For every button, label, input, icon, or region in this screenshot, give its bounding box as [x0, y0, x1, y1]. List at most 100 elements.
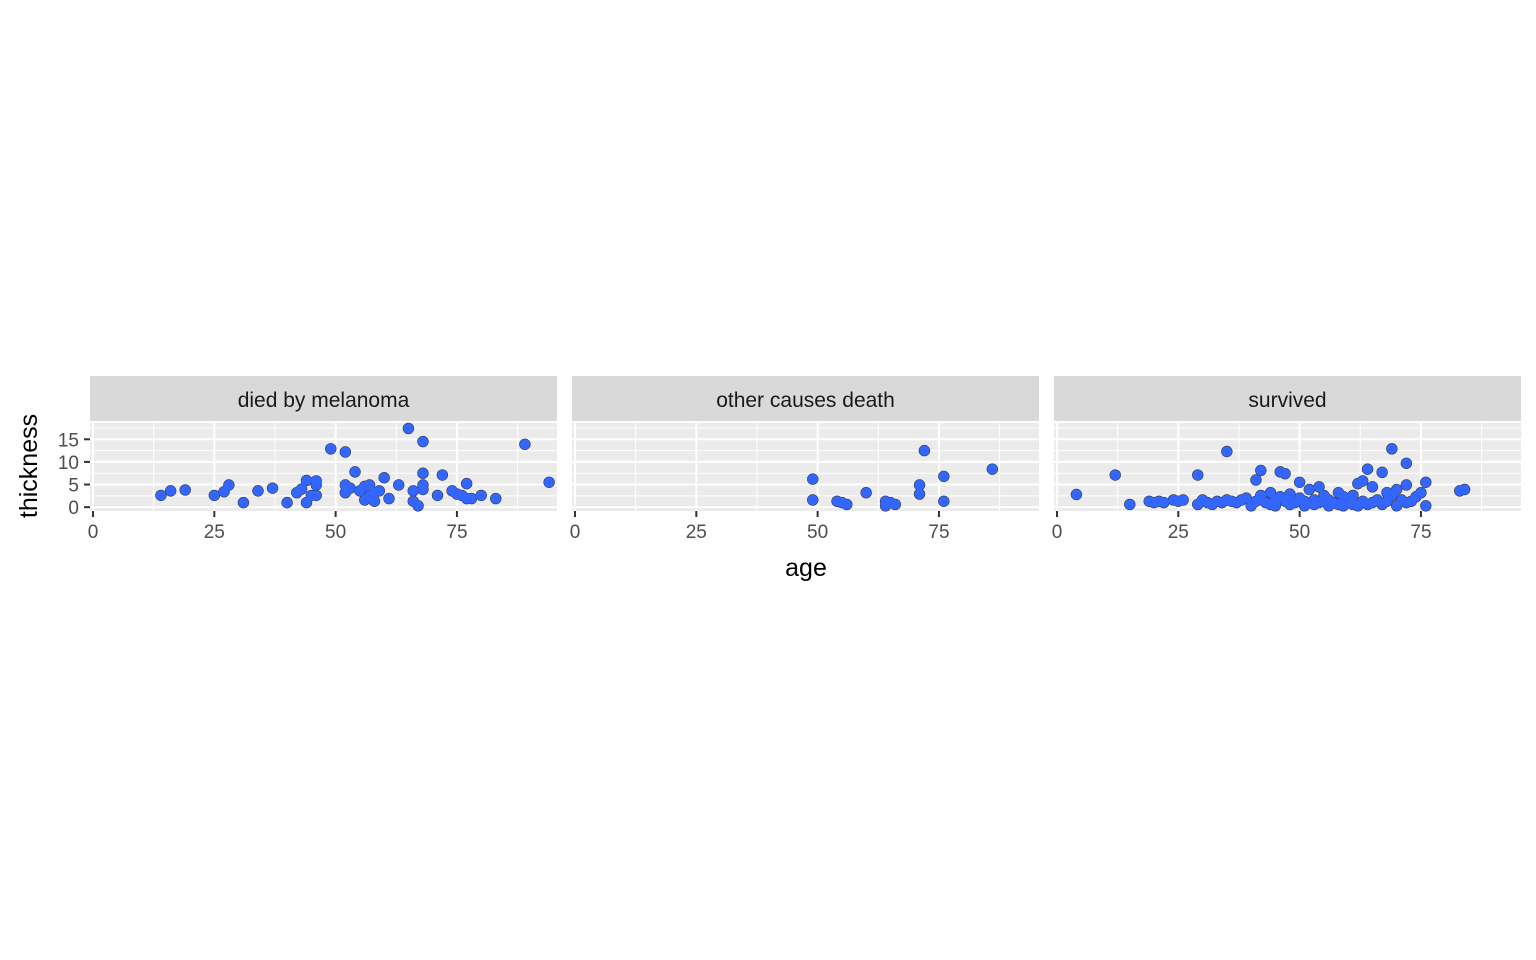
smooth-point: [919, 445, 930, 456]
smooth-point: [281, 497, 293, 508]
x-tick-label: 50: [325, 522, 346, 543]
smooth-point: [987, 463, 998, 475]
facet-strip: [1054, 376, 1521, 421]
smooth-point: [1071, 489, 1082, 500]
smooth-point: [417, 436, 429, 447]
smooth-point: [408, 485, 419, 497]
facet-strip-label: survived: [1248, 389, 1326, 412]
smooth-point: [1270, 500, 1281, 511]
smooth-point: [1284, 488, 1296, 500]
smooth-point: [1192, 469, 1203, 481]
smooth-point: [296, 483, 307, 495]
smooth-point: [393, 479, 404, 491]
smooth-point: [1110, 469, 1121, 481]
smooth-point: [1420, 477, 1432, 488]
smooth-point: [1376, 467, 1388, 478]
smooth-point: [860, 487, 872, 498]
x-tick-label: 0: [1052, 522, 1063, 543]
smooth-point: [311, 490, 322, 501]
smooth-point: [1241, 492, 1252, 504]
smooth-point: [1401, 458, 1412, 469]
smooth-point: [841, 499, 852, 510]
x-tick-label: 25: [1168, 522, 1189, 543]
smooth-point: [432, 490, 443, 501]
smooth-point: [1221, 446, 1233, 457]
smooth-point: [890, 499, 901, 510]
smooth-point: [461, 478, 472, 489]
x-axis-title: age: [785, 554, 827, 582]
panel-background: [572, 423, 1039, 511]
smooth-point: [938, 496, 949, 507]
smooth-point: [238, 497, 249, 508]
smooth-point: [1124, 499, 1135, 510]
x-tick-label: 75: [928, 522, 949, 543]
smooth-point: [466, 493, 477, 504]
smooth-point: [1415, 487, 1427, 498]
x-tick-label: 50: [1289, 522, 1310, 543]
smooth-point: [807, 473, 818, 485]
smooth-point: [914, 488, 925, 500]
facet-panel: other causes death 0 25 50 75: [570, 376, 1062, 543]
smooth-point: [1250, 474, 1262, 486]
smooth-point: [1357, 475, 1368, 487]
facet-panel: survived 0 25 50 75: [1052, 376, 1521, 543]
smooth-point: [1420, 500, 1432, 511]
smooth-point: [519, 439, 531, 450]
smooth-point: [369, 496, 380, 507]
facet-strip: [572, 376, 1039, 421]
y-axis-title: thickness: [15, 414, 43, 518]
smooth-point: [417, 468, 429, 479]
smooth-point: [1313, 481, 1325, 492]
smooth-point: [1299, 496, 1310, 507]
smooth-point: [311, 479, 322, 491]
smooth-point: [1459, 484, 1470, 495]
smooth-point: [180, 484, 191, 496]
smooth-point: [378, 472, 390, 483]
smooth-point: [344, 482, 356, 494]
smooth-point: [938, 471, 949, 482]
smooth-point: [209, 490, 220, 501]
smooth-point: [1362, 463, 1373, 475]
smooth-point: [1391, 484, 1402, 495]
smooth-point: [1279, 468, 1291, 479]
smooth-point: [1347, 490, 1359, 501]
smooth-point: [437, 469, 448, 481]
facet-strip-label: other causes death: [716, 389, 895, 412]
smooth-point: [403, 423, 414, 434]
y-tick-label: 10: [58, 453, 79, 474]
smooth-point: [223, 479, 235, 491]
facet-strip-label: died by melanoma: [238, 389, 410, 412]
smooth-point: [476, 490, 487, 501]
y-tick-label: 5: [68, 476, 79, 497]
smooth-point: [383, 493, 395, 504]
smooth-point: [1367, 481, 1378, 492]
x-tick-label: 50: [807, 522, 828, 543]
smooth-point: [155, 490, 167, 501]
x-tick-label: 0: [88, 522, 99, 543]
smooth-point: [1177, 494, 1189, 506]
smooth-point: [490, 493, 501, 504]
smooth-point: [325, 443, 336, 454]
smooth-point: [340, 446, 351, 458]
smooth-point: [807, 494, 818, 506]
y-tick-label: 0: [68, 498, 79, 519]
smooth-point: [252, 485, 264, 497]
smooth-point: [412, 500, 424, 511]
smooth-point: [1158, 497, 1169, 508]
smooth-point: [374, 485, 385, 497]
smooth-point: [267, 482, 278, 494]
x-tick-label: 75: [446, 522, 467, 543]
y-tick-label: 15: [58, 430, 79, 451]
smooth-point: [1294, 477, 1305, 488]
smooth-point: [914, 479, 925, 491]
smooth-point: [165, 485, 176, 497]
smooth-point: [1386, 443, 1398, 454]
smooth-point: [301, 475, 312, 486]
x-tick-label: 25: [204, 522, 225, 543]
smooth-point: [349, 466, 361, 478]
smooth-point: [417, 484, 429, 495]
smooth-point: [1304, 484, 1315, 495]
